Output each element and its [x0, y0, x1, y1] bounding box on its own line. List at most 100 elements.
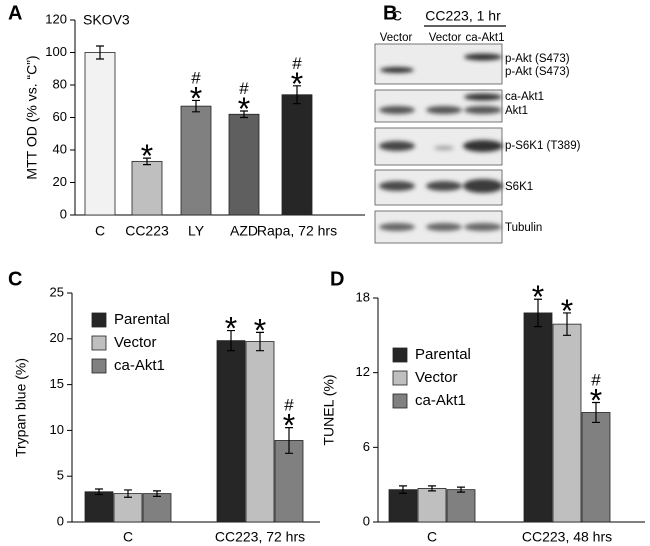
hash-mark: #: [591, 371, 601, 390]
y-tick-label: 15: [50, 376, 64, 391]
x-tick-label: CC223, 48 hrs: [522, 529, 612, 545]
legend-swatch: [91, 358, 107, 374]
band: [379, 141, 415, 151]
x-tick-label: C: [95, 223, 105, 239]
bar: [281, 94, 313, 216]
x-tick-label: C: [123, 529, 133, 545]
row-label: Tubulin: [505, 222, 542, 234]
legend-label: Vector: [415, 369, 458, 386]
row-label: Akt1: [505, 105, 528, 117]
error-bar: [240, 110, 248, 119]
chart-title: SKOV3: [83, 12, 130, 28]
error-bar: [153, 490, 161, 497]
bar: [228, 113, 260, 216]
blot-panel: B C CC223, 1 hr Vector Vector ca-Akt1: [374, 2, 581, 244]
y-tick-label: 0: [363, 513, 370, 528]
error-bar: [399, 485, 407, 494]
significance-mark: *: [254, 312, 266, 348]
lane-label: ca-Akt1: [466, 32, 505, 44]
band: [434, 145, 454, 151]
band: [379, 106, 415, 114]
bar: [274, 440, 304, 523]
significance-mark: *: [283, 408, 295, 444]
x-tick-label: Rapa, 72 hrs: [257, 223, 337, 239]
lane-label: Vector: [380, 32, 413, 44]
legend-swatch: [91, 335, 107, 351]
legend-label: Parental: [114, 311, 170, 328]
y-tick-label: 60: [53, 109, 67, 124]
hash-mark: #: [191, 68, 201, 87]
band: [464, 93, 502, 101]
bar: [417, 487, 447, 523]
hash-mark: #: [284, 396, 294, 415]
band: [379, 223, 415, 231]
y-tick-label: 20: [53, 174, 67, 189]
significance-mark: *: [291, 66, 303, 102]
error-bar: [95, 488, 103, 496]
legend-label: ca-Akt1: [415, 392, 466, 409]
bar: [552, 323, 582, 523]
y-tick-label: 80: [53, 76, 67, 91]
bar: [446, 489, 476, 523]
legend-label: ca-Akt1: [114, 357, 165, 374]
band: [464, 106, 502, 114]
error-bar: [428, 485, 436, 492]
blot-bands: [379, 53, 503, 231]
significance-mark: *: [561, 293, 573, 329]
legend-swatch: [392, 347, 408, 363]
significance-mark: *: [590, 383, 602, 419]
bar: [245, 341, 275, 523]
y-tick-label: 25: [50, 284, 64, 299]
band: [426, 181, 462, 191]
error-bar: [534, 298, 542, 328]
y-tick-label: 0: [57, 513, 64, 528]
band: [426, 223, 462, 231]
legend-swatch: [392, 370, 408, 386]
bar: [84, 52, 116, 216]
y-axis-label: TUNEL (%): [321, 374, 337, 445]
error-bar: [457, 486, 465, 493]
panel-letter: A: [8, 2, 22, 24]
row-label: p-Akt (S473): [505, 53, 570, 65]
bar: [180, 105, 212, 216]
hash-mark: #: [292, 54, 302, 73]
panel-letter: C: [8, 268, 22, 290]
legend-label: Parental: [415, 346, 471, 363]
error-bar: [124, 489, 132, 498]
bar: [216, 340, 246, 523]
row-label: p-S6K1 (T389): [505, 140, 581, 152]
error-bar: [563, 312, 571, 336]
x-tick-label: CC223, 72 hrs: [215, 529, 305, 545]
legend-swatch: [392, 393, 408, 409]
band: [463, 179, 503, 193]
error-bar: [592, 401, 600, 424]
bar: [131, 160, 163, 216]
y-tick-label: 18: [356, 289, 370, 304]
significance-mark: *: [225, 311, 237, 347]
y-tick-label: 120: [45, 11, 67, 26]
y-tick-label: 20: [50, 330, 64, 345]
y-axis-label: Trypan blue (%): [13, 358, 29, 457]
hash-mark: #: [239, 79, 249, 98]
row-label: S6K1: [505, 181, 533, 193]
significance-mark: *: [532, 279, 544, 315]
error-bar: [143, 157, 151, 166]
error-bar: [256, 331, 264, 352]
bar: [581, 412, 611, 523]
lane-label: Vector: [429, 32, 462, 44]
control-label: C: [392, 8, 402, 24]
band: [464, 223, 502, 231]
band: [426, 106, 462, 114]
y-tick-label: 10: [50, 422, 64, 437]
panel-letter: B: [383, 2, 397, 24]
membrane: [374, 43, 503, 85]
treatment-label: CC223, 1 hr: [425, 8, 501, 24]
row-label: p-Akt (S473): [505, 66, 570, 78]
band: [464, 53, 502, 61]
x-tick-label: LY: [188, 223, 205, 239]
error-bar: [192, 99, 200, 113]
y-tick-label: 40: [53, 141, 67, 156]
error-bar: [285, 427, 293, 454]
significance-mark: *: [141, 138, 153, 174]
